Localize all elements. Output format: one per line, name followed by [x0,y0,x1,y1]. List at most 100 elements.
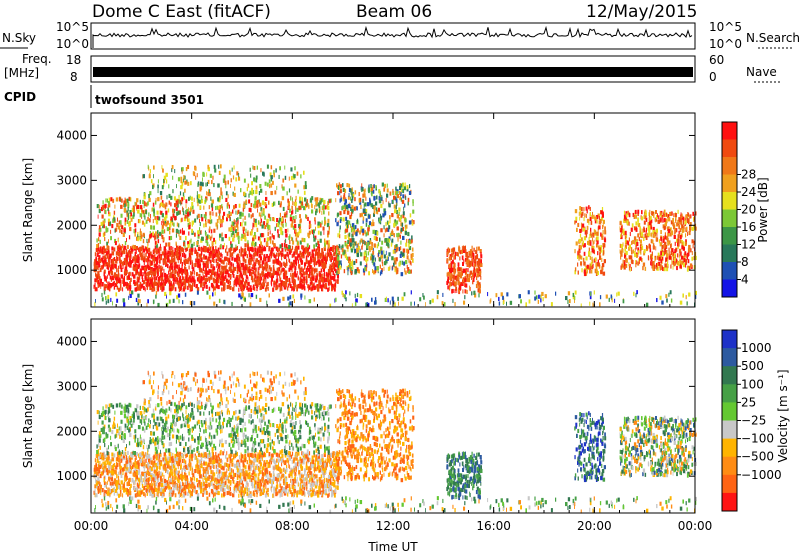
power-echo-cell [140,205,143,210]
power-echo-cell [220,252,222,257]
power-echo-cell [356,267,359,272]
power-echo-cell [171,262,173,267]
power-echo-cell [152,257,155,262]
power-echo-cell [142,174,145,179]
power-echo-cell [289,259,291,264]
power-echo-cell [688,292,691,297]
power-echo-cell [302,271,306,276]
power-echo-cell [208,192,211,197]
power-echo-cell [450,256,452,261]
power-echo-cell [468,250,471,255]
power-echo-cell [254,250,256,255]
power-echo-cell [288,254,290,259]
power-echo-cell [117,265,119,270]
power-echo-cell [118,197,121,202]
power-echo-cell [670,211,673,216]
power-echo-cell [228,273,230,278]
power-echo-cell [238,239,240,244]
power-echo-cell [422,293,424,298]
power-echo-cell [229,285,232,290]
power-echo-cell [297,259,299,264]
power-echo-cell [685,239,687,244]
power-echo-cell [683,225,685,230]
power-echo-cell [110,269,113,274]
power-echo-cell [213,237,215,242]
power-echo-cell [360,238,363,243]
power-echo-cell [283,275,285,280]
power-echo-cell [319,247,320,252]
power-echo-cell [463,246,466,251]
power-echo-cell [649,213,651,218]
power-echo-cell [356,292,359,297]
power-echo-cell [373,210,375,215]
power-echo-cell [330,276,332,281]
power-echo-cell [198,273,201,278]
power-echo-cell [363,256,365,261]
power-echo-cell [449,269,452,274]
power-echo-cell [661,256,664,261]
power-echo-cell [185,204,187,209]
power-echo-cell [216,205,219,210]
power-echo-cell [106,227,109,232]
power-echo-cell [111,251,115,256]
power-echo-cell [261,212,263,217]
power-echo-cell [354,190,357,195]
velocity-echo-cell [223,471,226,476]
power-echo-cell [247,276,249,281]
power-echo-cell [127,215,129,220]
power-echo-cell [393,195,396,200]
power-echo-cell [294,199,297,204]
power-echo-cell [681,215,684,220]
power-echo-cell [379,218,381,223]
power-echo-cell [322,205,325,210]
power-echo-cell [330,251,332,256]
power-echo-cell [179,268,182,273]
power-echo-cell [604,236,606,241]
power-echo-cell [366,244,368,249]
power-echo-cell [192,209,195,214]
power-echo-cell [405,230,407,235]
power-echo-cell [368,184,370,189]
power-echo-cell [218,298,221,303]
power-echo-cell [259,286,261,291]
power-echo-cell [446,258,449,263]
power-echo-cell [371,242,373,247]
power-echo-cell [101,282,104,287]
power-echo-cell [266,224,270,229]
beam-label: Beam 06 [356,2,432,22]
power-echo-cell [335,250,338,255]
power-echo-cell [162,266,164,271]
power-echo-cell [214,168,217,173]
power-echo-cell [206,258,208,263]
power-echo-cell [643,236,645,241]
power-echo-cell [574,220,576,225]
power-echo-cell [681,225,682,230]
power-echo-cell [453,261,455,266]
power-echo-cell [349,215,352,220]
power-echo-cell [138,260,140,265]
power-echo-cell [249,287,253,292]
power-echo-cell [592,302,594,307]
power-echo-cell [236,218,238,223]
power-echo-cell [106,274,108,279]
power-echo-cell [380,250,383,255]
power-echo-cell [628,262,630,267]
power-echo-cell [125,198,128,203]
power-echo-cell [323,230,325,235]
power-echo-cell [328,198,330,203]
power-echo-cell [280,230,283,235]
power-echo-cell [203,214,206,219]
power-echo-cell [245,274,248,279]
power-echo-cell [342,205,345,210]
power-echo-cell [400,188,402,193]
power-echo-cell [668,247,670,252]
power-echo-cell [586,264,589,269]
power-echo-cell [322,281,324,286]
power-echo-cell [167,254,170,259]
power-echo-cell [236,246,238,251]
power-echo-cell [171,250,174,255]
power-echo-cell [240,282,243,287]
power-echo-cell [406,185,409,190]
power-echo-cell [362,231,365,236]
power-echo-cell [589,263,592,268]
